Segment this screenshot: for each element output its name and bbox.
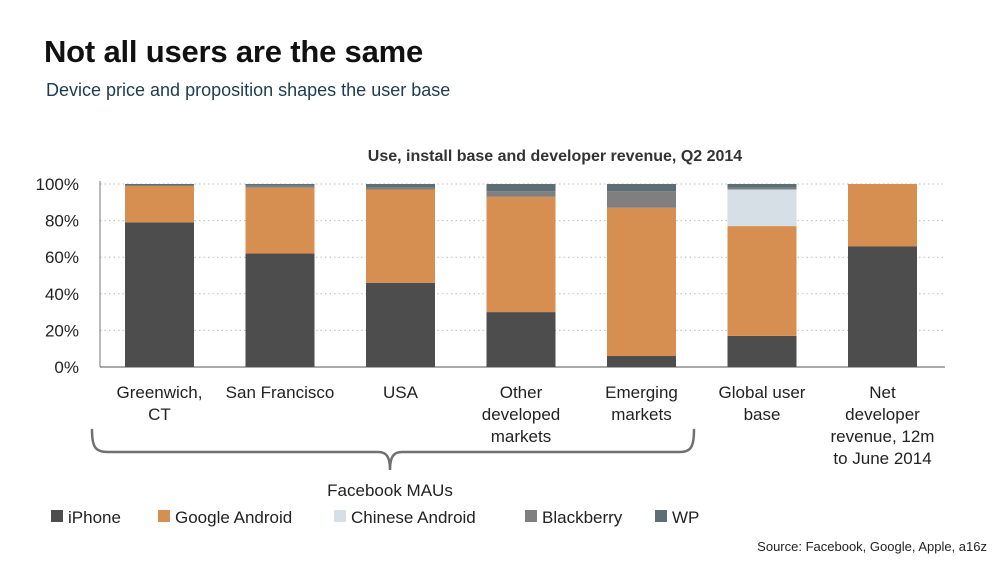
x-tick-label: Greenwich, xyxy=(117,383,203,402)
bar-segment-google-android xyxy=(486,196,556,313)
bar-segment-iphone xyxy=(727,335,797,367)
bar-segment-blackberry xyxy=(245,185,315,188)
x-tick-label: to June 2014 xyxy=(833,449,931,468)
x-tick-label: San Francisco xyxy=(226,383,335,402)
x-tick-label: markets xyxy=(491,427,551,446)
legend-label-google-android: Google Android xyxy=(175,508,292,527)
legend-swatch-iphone xyxy=(51,510,63,522)
legend-swatch-chinese-android xyxy=(334,510,346,522)
bar-segment-iphone xyxy=(366,282,435,367)
bar-segment-iphone xyxy=(848,246,917,367)
bar-segment-wp xyxy=(125,184,194,186)
x-tick-label: Other xyxy=(500,383,543,402)
y-tick-label: 20% xyxy=(45,321,79,340)
bar-segment-google-android xyxy=(366,189,435,283)
bar-segment-iphone xyxy=(607,356,676,367)
bar-segment-wp xyxy=(486,184,556,192)
bar-segment-google-android xyxy=(245,187,315,254)
y-tick-label: 80% xyxy=(45,212,79,231)
source-note: Source: Facebook, Google, Apple, a16z xyxy=(757,539,987,554)
bar-segment-blackberry xyxy=(727,187,797,190)
bar-segment-wp xyxy=(366,184,435,188)
bar-segment-google-android xyxy=(848,184,917,247)
x-tick-label: Emerging xyxy=(605,383,678,402)
y-tick-label: 60% xyxy=(45,248,79,267)
y-tick-label: 0% xyxy=(54,358,79,377)
bracket-label: Facebook MAUs xyxy=(327,481,453,500)
bar-segment-iphone xyxy=(486,312,556,367)
bar-segment-wp xyxy=(607,184,676,192)
facebook-maus-bracket xyxy=(90,428,696,471)
bar-segment-chinese-android xyxy=(727,189,797,227)
y-tick-label: 40% xyxy=(45,285,79,304)
bar-segment-iphone xyxy=(125,222,194,367)
y-tick-label: 100% xyxy=(36,175,79,194)
legend-label-chinese-android: Chinese Android xyxy=(351,508,476,527)
legend-label-iphone: iPhone xyxy=(68,508,121,527)
page-title: Not all users are the same xyxy=(44,34,424,69)
bar-segment-blackberry xyxy=(366,187,435,190)
bar-segment-google-android xyxy=(727,226,797,336)
bar-segment-blackberry xyxy=(486,191,556,197)
x-tick-label: markets xyxy=(611,405,671,424)
bar-segment-blackberry xyxy=(607,191,676,208)
legend-label-blackberry: Blackberry xyxy=(542,508,623,527)
x-tick-label: Net xyxy=(869,383,896,402)
x-tick-label: USA xyxy=(383,383,419,402)
x-tick-label: base xyxy=(744,405,781,424)
legend-swatch-wp xyxy=(655,510,667,522)
bar-segment-wp xyxy=(727,184,797,188)
chart-title: Use, install base and developer revenue,… xyxy=(368,148,743,165)
x-tick-label: developer xyxy=(845,405,920,424)
x-tick-label: CT xyxy=(148,405,171,424)
bar-segment-wp xyxy=(245,184,315,186)
bar-segment-google-android xyxy=(607,207,676,357)
bar-segment-google-android xyxy=(125,185,194,223)
x-tick-label: developed xyxy=(482,405,560,424)
x-tick-label: Global user xyxy=(719,383,806,402)
page-subtitle: Device price and proposition shapes the … xyxy=(46,80,451,100)
legend-label-wp: WP xyxy=(672,508,699,527)
legend-swatch-google-android xyxy=(158,510,170,522)
bar-segment-iphone xyxy=(245,253,315,367)
x-tick-label: revenue, 12m xyxy=(831,427,935,446)
legend-swatch-blackberry xyxy=(525,510,537,522)
